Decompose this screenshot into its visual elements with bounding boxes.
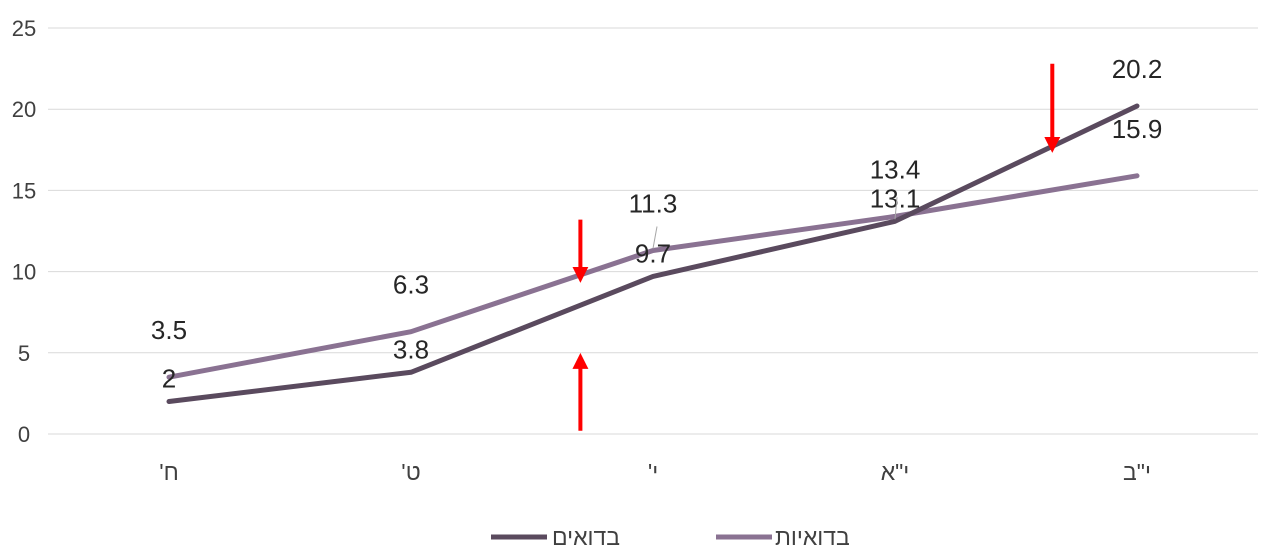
- y-tick-label: 15: [12, 178, 36, 203]
- series-line-בדואיות: [166, 173, 1140, 380]
- data-label: 2: [162, 364, 176, 394]
- leader-line: [652, 226, 658, 249]
- series-lines: [166, 103, 1140, 405]
- data-label: 13.1: [870, 183, 921, 213]
- legend-label: בדואים: [552, 524, 620, 550]
- annotation-arrows: [572, 63, 1061, 431]
- y-axis-ticks: 0 5 10 15 20 25: [12, 16, 36, 447]
- legend: בדואים בדואיות: [491, 524, 850, 550]
- y-tick-label: 5: [18, 341, 30, 366]
- legend-label: בדואיות: [775, 524, 850, 550]
- y-tick-label: 10: [12, 260, 36, 285]
- x-tick-label: י': [648, 459, 658, 485]
- series-line-בדואים: [166, 103, 1140, 405]
- x-tick-label: י"א: [881, 459, 910, 485]
- data-label: 3.8: [393, 334, 429, 364]
- data-label: 6.3: [393, 270, 429, 300]
- x-tick-label: י"ב: [1123, 459, 1151, 485]
- x-axis-ticks: ח' ט' י' י"א י"ב: [159, 459, 1151, 485]
- data-label: 15.9: [1112, 114, 1163, 144]
- data-label: 20.2: [1112, 54, 1163, 84]
- x-tick-label: ח': [159, 459, 179, 485]
- leader-line: [894, 197, 898, 220]
- y-tick-label: 20: [12, 97, 36, 122]
- y-tick-label: 0: [18, 422, 30, 447]
- grid-lines: [48, 27, 1258, 435]
- x-tick-label: ט': [401, 459, 420, 485]
- data-label: 13.4: [870, 154, 921, 184]
- y-tick-label: 25: [12, 16, 36, 41]
- data-label: 11.3: [629, 188, 678, 218]
- data-label: 3.5: [151, 315, 187, 345]
- data-label: 9.7: [635, 238, 671, 268]
- data-labels: 3.5 6.3 11.3 13.4 15.9 2 3.8 9.7 13.1 20.2: [151, 54, 1162, 394]
